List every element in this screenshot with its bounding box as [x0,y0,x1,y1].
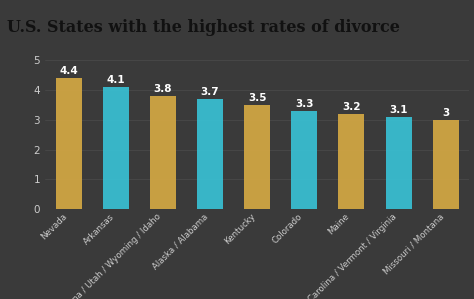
Bar [433,120,459,209]
Text: 3.1: 3.1 [389,105,408,115]
Bar [338,114,365,209]
Bar [292,111,317,209]
Bar [385,117,411,209]
Text: 3.5: 3.5 [248,93,266,103]
Bar [197,99,223,209]
Text: 3.2: 3.2 [342,102,361,112]
Text: U.S. States with the highest rates of divorce: U.S. States with the highest rates of di… [7,19,400,36]
Text: 3.3: 3.3 [295,99,313,109]
Text: 3: 3 [442,108,449,118]
Text: 3.8: 3.8 [154,84,172,94]
Bar [150,96,176,209]
Bar [244,105,270,209]
Bar [55,78,82,209]
Bar [103,87,129,209]
Text: 4.1: 4.1 [107,75,125,85]
Text: 3.7: 3.7 [201,87,219,97]
Text: 4.4: 4.4 [59,66,78,76]
